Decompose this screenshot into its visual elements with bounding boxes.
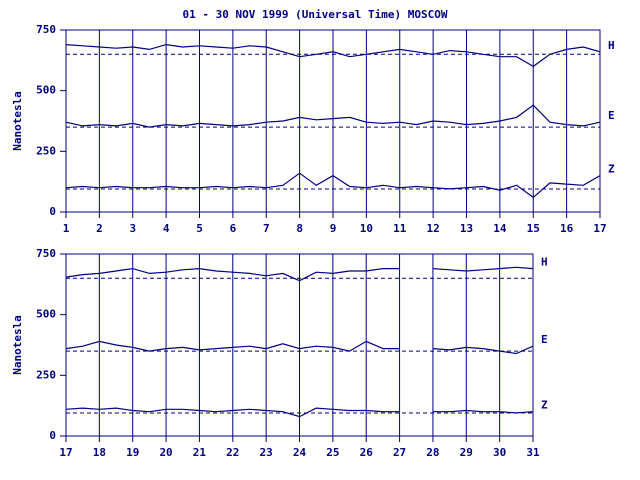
x-tick-label: 30 [493,446,506,459]
series-label: E [541,333,548,346]
x-tick-label: 29 [460,446,473,459]
x-tick-label: 18 [93,446,106,459]
series-label: E [608,109,615,122]
x-tick-label: 6 [230,222,237,235]
y-tick-label: 750 [36,23,56,36]
x-tick-label: 17 [593,222,606,235]
x-tick-label: 31 [526,446,540,459]
y-tick-label: 500 [36,308,56,321]
x-tick-label: 14 [493,222,507,235]
series-label: H [541,256,548,269]
y-axis-label: Nanotesla [11,91,24,151]
x-tick-label: 16 [560,222,574,235]
y-tick-label: 500 [36,84,56,97]
x-tick-label: 11 [393,222,407,235]
x-tick-label: 4 [163,222,170,235]
x-tick-label: 22 [226,446,239,459]
series-label: Z [608,163,615,176]
series-line [65,407,534,418]
x-tick-label: 15 [527,222,540,235]
x-tick-label: 24 [293,446,307,459]
series-line [65,172,601,199]
y-axis-label: Nanotesla [11,315,24,375]
x-tick-label: 7 [263,222,270,235]
x-tick-label: 26 [360,446,374,459]
x-tick-label: 28 [426,446,439,459]
series-label: H [608,39,615,52]
series-line [65,266,534,282]
x-tick-label: 13 [460,222,473,235]
x-tick-label: 27 [393,446,406,459]
x-tick-label: 9 [330,222,337,235]
x-tick-label: 5 [196,222,203,235]
chart-title: 01 - 30 NOV 1999 (Universal Time) MOSCOW [183,8,448,21]
y-tick-label: 250 [36,144,56,157]
y-tick-label: 250 [36,368,56,381]
x-tick-label: 12 [427,222,440,235]
y-tick-label: 750 [36,247,56,260]
x-tick-label: 23 [260,446,273,459]
series-line [65,104,601,128]
x-tick-label: 3 [129,222,136,235]
x-tick-label: 20 [159,446,172,459]
y-tick-label: 0 [49,205,56,218]
series-line [65,43,601,68]
x-tick-label: 17 [59,446,72,459]
x-tick-label: 1 [63,222,70,235]
x-tick-label: 25 [326,446,339,459]
series-line [65,340,534,355]
x-tick-label: 21 [193,446,207,459]
series-label: Z [541,399,548,412]
x-tick-label: 8 [296,222,303,235]
x-tick-label: 10 [360,222,373,235]
x-tick-label: 19 [126,446,139,459]
y-tick-label: 0 [49,429,56,442]
x-tick-label: 2 [96,222,103,235]
